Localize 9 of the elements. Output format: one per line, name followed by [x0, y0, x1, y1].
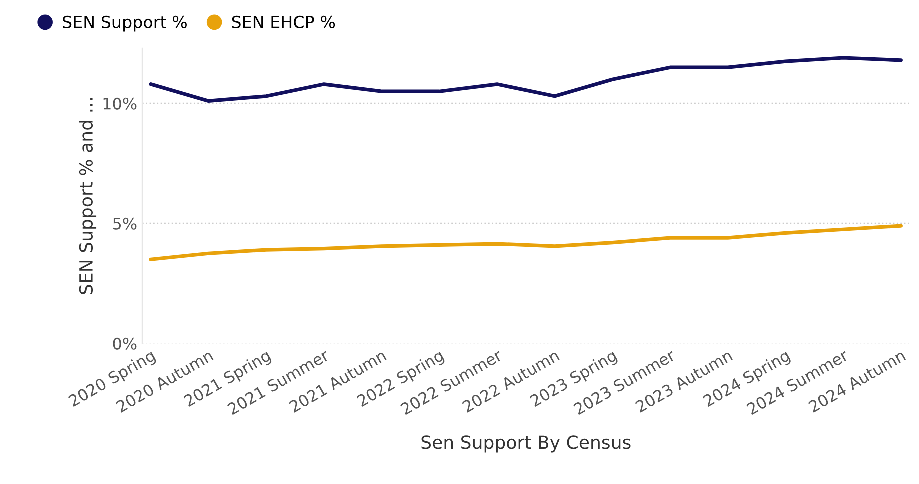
y-tick-label: 5%	[113, 218, 137, 230]
legend-label: SEN EHCP %	[232, 16, 336, 29]
y-axis-title: SEN Support % and ...	[79, 98, 97, 294]
y-tick-label: 10%	[104, 98, 137, 110]
line-series	[149, 56, 903, 104]
y-tick-label: 0%	[113, 338, 137, 350]
legend-label: SEN Support %	[63, 16, 187, 32]
x-axis-title: Sen Support By Census	[422, 436, 631, 453]
line-series	[149, 224, 903, 262]
